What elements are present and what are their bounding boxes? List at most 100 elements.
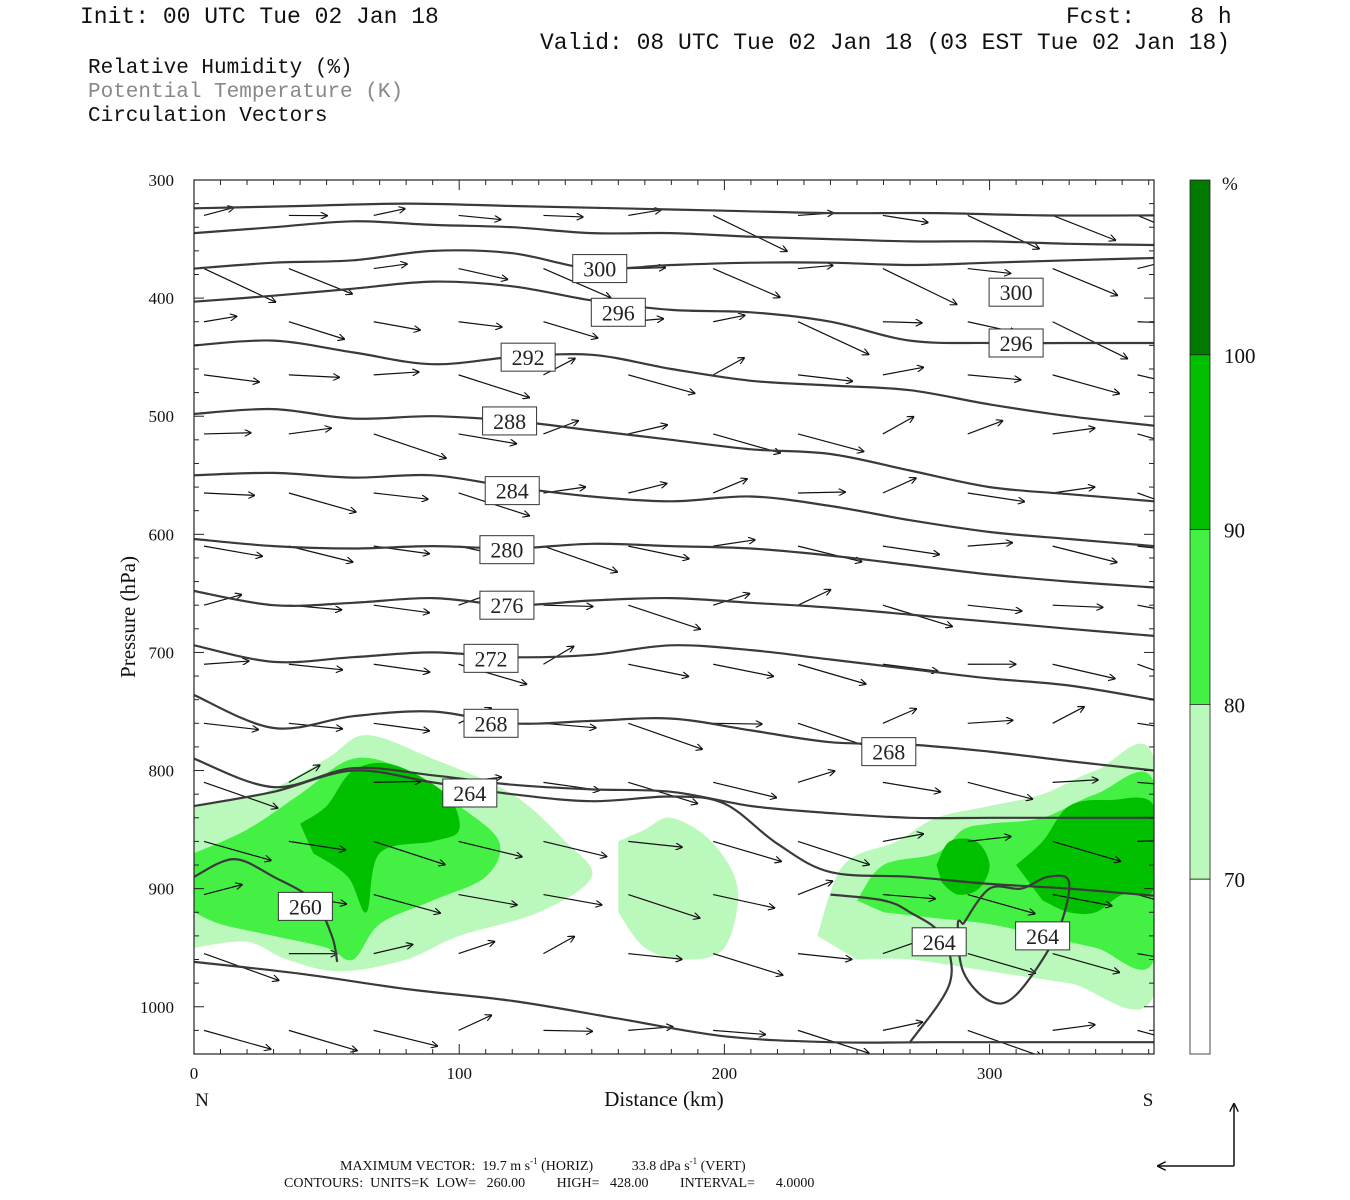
vector-178 xyxy=(1052,1025,1095,1031)
vector-28 xyxy=(543,321,597,338)
vector-122 xyxy=(373,781,421,782)
contour-line-13 xyxy=(830,893,953,1043)
contour-label-0: 300 xyxy=(583,257,616,282)
vector-74 xyxy=(373,545,430,554)
vector-59 xyxy=(1137,433,1154,440)
horiz-tag: (HORIZ) xyxy=(541,1158,594,1174)
vector-171 xyxy=(458,1015,492,1031)
vector-94 xyxy=(1052,605,1103,607)
forecast-hour: Fcst: 8 h xyxy=(1066,4,1232,30)
contour-label-box-2 xyxy=(590,297,646,327)
vector-14 xyxy=(373,264,407,270)
vector-65 xyxy=(628,483,666,494)
contour-line-10 xyxy=(194,693,1154,772)
vector-155 xyxy=(1137,893,1154,900)
vector-93 xyxy=(967,604,1022,611)
vector-148 xyxy=(543,893,601,905)
vector-145 xyxy=(288,893,347,905)
rh-region-80-1 xyxy=(194,757,501,961)
x-tick-0: 0 xyxy=(190,1064,199,1083)
contour-line-12 xyxy=(194,769,1154,897)
vector-33 xyxy=(967,321,1017,333)
vector-6 xyxy=(712,214,787,251)
vector-34 xyxy=(1052,321,1128,359)
contours-footer: CONTOURS: UNITS=K LOW= 260.00 HIGH= 428.… xyxy=(284,1176,815,1191)
vector-96 xyxy=(203,661,249,664)
vector-108 xyxy=(203,722,258,729)
vector-142 xyxy=(1052,840,1121,861)
vector-63 xyxy=(458,492,530,516)
vector-36 xyxy=(203,374,259,382)
vector-38 xyxy=(373,372,419,375)
colorbar-swatch-2 xyxy=(1189,529,1211,705)
contour-line-8 xyxy=(194,589,1154,637)
y-axis-label: Pressure (hPa) xyxy=(116,556,140,678)
vector-91 xyxy=(797,590,831,606)
vector-32 xyxy=(882,322,922,323)
init-time: Init: 00 UTC Tue 02 Jan 18 xyxy=(80,4,439,30)
contour-label-10: 268 xyxy=(475,711,508,736)
vector-176 xyxy=(882,1022,923,1031)
vector-167 xyxy=(1137,953,1154,958)
vector-134 xyxy=(373,840,445,864)
vector-81 xyxy=(967,543,1012,547)
vector-64 xyxy=(543,487,585,494)
vector-27 xyxy=(458,321,502,327)
vector-109 xyxy=(288,722,342,728)
vector-57 xyxy=(967,421,1003,435)
vector-174 xyxy=(713,1029,765,1034)
vector-127 xyxy=(797,771,835,783)
vector-119 xyxy=(1137,722,1154,727)
vector-52 xyxy=(543,421,578,435)
contour-line-5 xyxy=(194,407,1154,503)
vector-25 xyxy=(288,321,344,339)
contour-label-8: 276 xyxy=(490,593,523,618)
vector-26 xyxy=(373,321,420,330)
contour-label-9: 272 xyxy=(475,646,508,671)
vector-49 xyxy=(288,428,331,435)
y-tick-900: 900 xyxy=(149,880,175,899)
vector-16 xyxy=(543,268,610,298)
rh-region-70-3 xyxy=(618,817,739,960)
vector-31 xyxy=(797,321,869,355)
vector-161 xyxy=(628,953,682,960)
vector-70 xyxy=(1052,487,1095,494)
vector-113 xyxy=(628,722,702,749)
reference-vector xyxy=(1158,1104,1234,1166)
contour-label-15: 260 xyxy=(289,894,322,919)
vector-30 xyxy=(713,315,745,323)
y-tick-300: 300 xyxy=(149,171,175,190)
colorbar-unit: % xyxy=(1222,174,1238,195)
vector-107 xyxy=(1137,663,1154,671)
vector-87 xyxy=(458,593,494,606)
vector-29 xyxy=(628,319,663,322)
max-vector-footer: MAXIMUM VECTOR: 19.7 m s-1 (HORIZ) 33.8 … xyxy=(340,1156,746,1175)
vector-4 xyxy=(543,215,583,217)
vector-84 xyxy=(203,595,241,606)
vector-153 xyxy=(967,893,1035,914)
vector-173 xyxy=(628,1027,672,1031)
vector-80 xyxy=(882,545,939,554)
vector-12 xyxy=(203,268,275,302)
vector-39 xyxy=(458,374,530,398)
vector-21 xyxy=(967,267,1011,274)
contour-label-12: 264 xyxy=(453,781,486,806)
vector-120 xyxy=(203,781,278,808)
vector-100 xyxy=(543,646,573,665)
vector-67 xyxy=(798,492,845,493)
vector-123 xyxy=(458,777,502,783)
vector-90 xyxy=(712,594,749,606)
contour-label-box-11 xyxy=(861,737,917,767)
contour-label-box-0 xyxy=(572,254,628,284)
contour-label-box-4 xyxy=(500,342,556,372)
vector-177 xyxy=(967,1029,1042,1054)
contour-label-4: 292 xyxy=(512,345,545,370)
vector-50 xyxy=(373,433,446,458)
vector-15 xyxy=(458,267,508,280)
vector-147 xyxy=(458,893,517,905)
contour-label-box-1 xyxy=(988,277,1044,307)
contour-label-box-5 xyxy=(482,406,538,436)
vector-44 xyxy=(882,367,923,376)
vector-138 xyxy=(713,840,781,861)
